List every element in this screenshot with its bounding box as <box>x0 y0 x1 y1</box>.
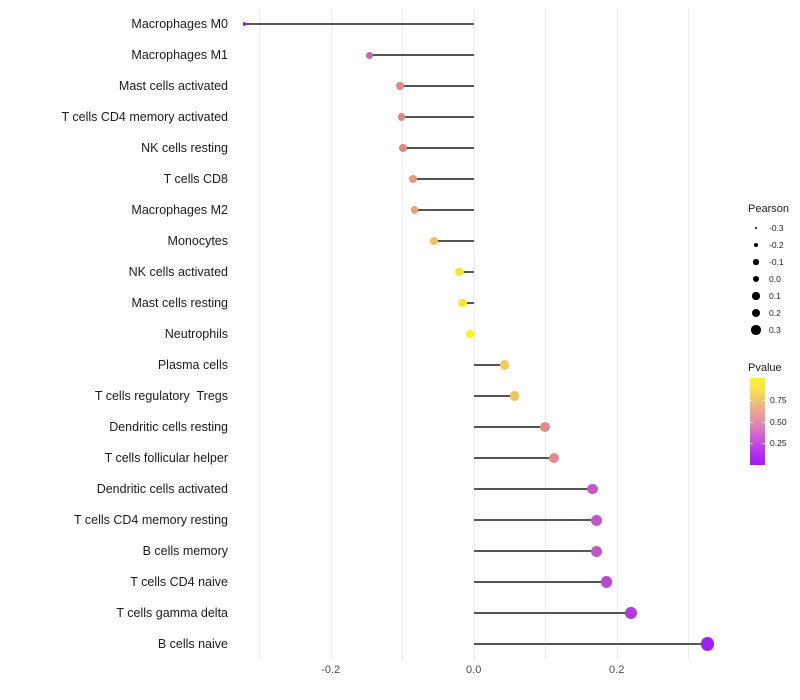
pearson-legend-dot <box>752 292 760 300</box>
lollipop-dot <box>399 144 407 152</box>
category-label: B cells memory <box>142 544 228 558</box>
lollipop-dot <box>410 206 419 214</box>
lollipop-stem <box>473 457 554 459</box>
lollipop-stem <box>459 271 474 273</box>
lollipop-dot <box>243 22 247 26</box>
lollipop-stem <box>402 147 474 149</box>
category-label: Monocytes <box>167 234 228 248</box>
category-label: Mast cells resting <box>131 296 228 310</box>
pvalue-colorbar-tick <box>750 421 753 423</box>
gridline-x-0.3 <box>688 8 690 660</box>
lollipop-dot <box>455 267 464 277</box>
pearson-legend-label: -0.1 <box>769 257 784 267</box>
lollipop-dot <box>365 51 373 59</box>
lollipop-dot <box>397 113 406 121</box>
category-label: Macrophages M2 <box>131 203 228 217</box>
lollipop-dot <box>700 637 715 651</box>
lollipop-dot <box>590 514 602 526</box>
lollipop-stem <box>473 643 708 645</box>
gridline-x--0.2 <box>330 8 332 660</box>
pearson-legend-label: 0.3 <box>769 325 781 335</box>
pearson-legend-dot <box>751 308 761 318</box>
pvalue-tick-label: 0.50 <box>770 416 787 427</box>
pvalue-colorbar-tick <box>762 421 765 423</box>
lollipop-dot <box>458 298 467 308</box>
lollipop-stem <box>434 240 474 242</box>
pvalue-colorbar-tick <box>750 443 753 444</box>
lollipop-stem <box>462 302 474 304</box>
category-label: Mast cells activated <box>118 79 228 93</box>
category-label: B cells naive <box>157 637 228 651</box>
pearson-legend-label: 0.1 <box>769 291 781 301</box>
category-label: Plasma cells <box>157 358 228 372</box>
x-tick-label: 0.0 <box>466 664 482 676</box>
category-label: Macrophages M0 <box>131 17 228 31</box>
lollipop-dot <box>539 422 550 432</box>
pvalue-tick-label: 0.25 <box>770 438 787 448</box>
gridline-x-0.2 <box>616 8 618 660</box>
pvalue-tick-label: 0.75 <box>770 395 787 405</box>
lollipop-stem <box>473 581 607 583</box>
gridline-x-0.1 <box>545 8 547 660</box>
lollipop-dot <box>586 483 598 495</box>
lollipop-dot <box>409 175 417 183</box>
pvalue-colorbar <box>750 378 765 465</box>
lollipop-dot <box>601 576 613 588</box>
gridline-x--0.1 <box>402 8 404 660</box>
lollipop-dot <box>465 329 475 339</box>
pvalue-colorbar-tick <box>762 400 765 401</box>
pvalue-colorbar-tick <box>762 443 765 444</box>
category-label: Macrophages M1 <box>131 48 228 62</box>
lollipop-stem <box>401 116 474 118</box>
pearson-legend-dot <box>753 259 759 265</box>
pearson-legend-title: Pearson <box>748 203 789 215</box>
lollipop-stem <box>473 519 596 521</box>
lollipop-stem <box>473 488 593 490</box>
category-label: Dendritic cells activated <box>96 482 228 496</box>
lollipop-dot <box>625 607 637 619</box>
category-label: T cells CD8 <box>163 172 228 186</box>
lollipop-dot <box>430 236 439 245</box>
pearson-legend-label: 0.2 <box>769 308 781 318</box>
lollipop-stem <box>412 178 474 180</box>
x-tick-label: 0.2 <box>609 664 625 676</box>
category-label: T cells follicular helper <box>104 451 228 465</box>
lollipop-dot <box>499 360 510 370</box>
lollipop-stem <box>473 364 505 366</box>
x-tick-label: -0.2 <box>321 664 341 676</box>
category-label: T cells CD4 naive <box>130 575 228 589</box>
gridline-x--0.3 <box>259 8 261 660</box>
category-label: Dendritic cells resting <box>109 420 228 434</box>
pearson-legend-dot <box>751 325 761 335</box>
pearson-legend-label: 0.0 <box>769 274 781 284</box>
pearson-legend-dot <box>754 226 758 230</box>
lollipop-stem <box>244 23 474 25</box>
category-label: T cells CD4 memory resting <box>74 513 228 527</box>
gridline-x-0 <box>473 8 475 660</box>
category-label: T cells CD4 memory activated <box>61 110 229 124</box>
lollipop-stem <box>473 550 597 552</box>
lollipop-stem <box>400 85 474 87</box>
pearson-legend-label: -0.2 <box>769 240 784 250</box>
lollipop-stem <box>473 395 515 397</box>
lollipop-stem <box>369 54 474 56</box>
lollipop-dot <box>548 452 559 464</box>
lollipop-stem <box>473 612 631 614</box>
lollipop-stem <box>473 426 545 428</box>
lollipop-stem <box>414 209 474 211</box>
pearson-legend-dot <box>752 275 760 283</box>
lollipop-dot <box>396 82 404 90</box>
pvalue-colorbar-tick <box>750 400 753 401</box>
lollipop-dot <box>509 391 520 401</box>
pearson-legend-label: -0.3 <box>769 223 784 233</box>
category-label: Neutrophils <box>164 327 228 341</box>
category-label: T cells regulatory Tregs <box>94 389 228 403</box>
category-label: NK cells activated <box>128 265 228 279</box>
category-label: NK cells resting <box>141 141 228 155</box>
lollipop-dot <box>591 545 603 557</box>
category-label: T cells gamma delta <box>116 606 228 620</box>
pvalue-legend-title: Pvalue <box>748 362 782 374</box>
pearson-legend-dot <box>753 242 759 248</box>
